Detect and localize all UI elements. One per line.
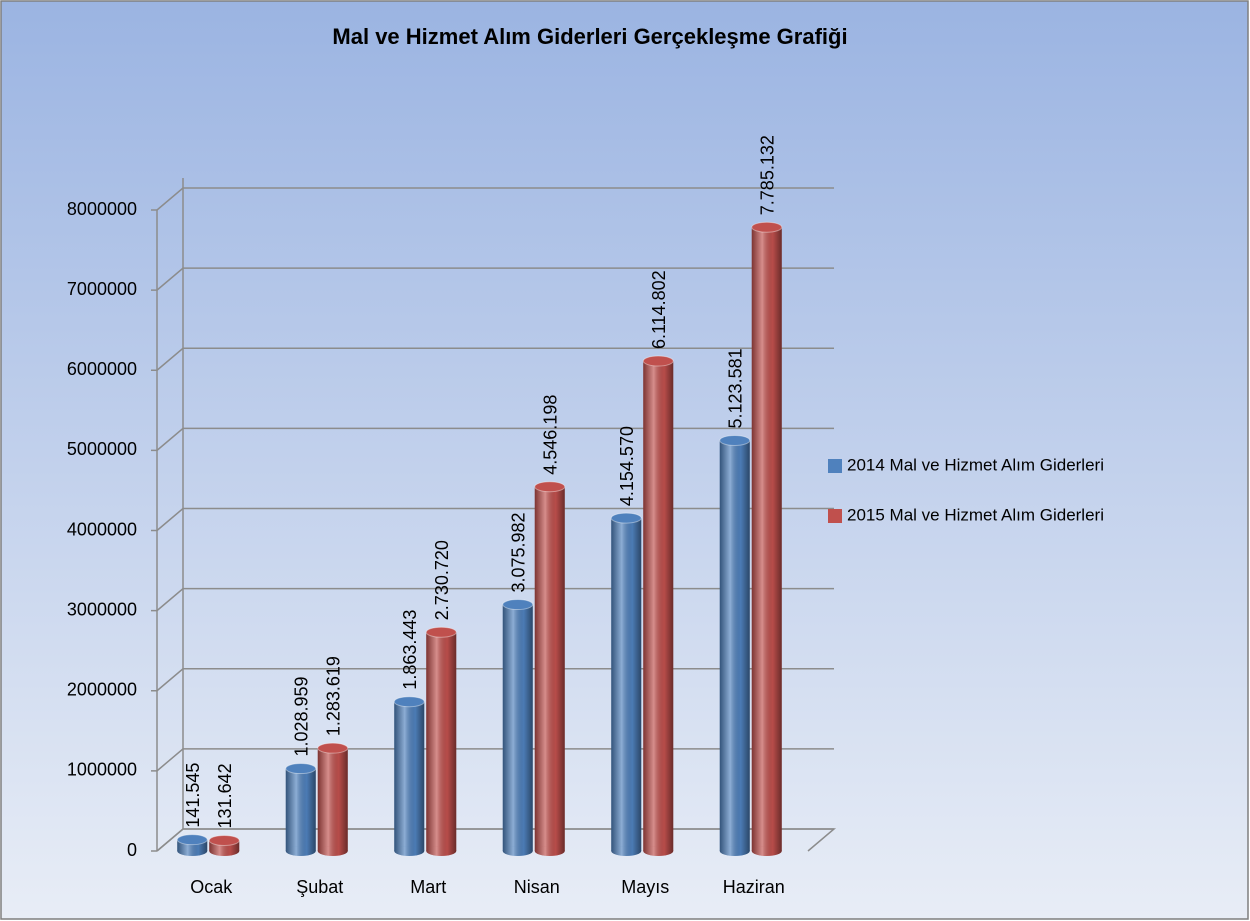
bar-bottom-shade bbox=[751, 846, 782, 856]
bar-shade bbox=[643, 361, 674, 851]
value-label: 6.114.802 bbox=[649, 270, 669, 349]
legend-swatch bbox=[828, 509, 842, 523]
bar-bottom-shade bbox=[317, 846, 348, 856]
bar-shade bbox=[394, 701, 425, 851]
chart-title: Mal ve Hizmet Alım Giderleri Gerçekleşme… bbox=[332, 24, 847, 49]
x-tick-label: Mart bbox=[410, 877, 446, 897]
bar-shade bbox=[209, 840, 240, 851]
grid-line bbox=[156, 187, 834, 211]
value-label: 5.123.581 bbox=[726, 348, 746, 428]
bar-shade bbox=[502, 604, 533, 851]
legend-label: 2015 Mal ve Hizmet Alım Giderleri bbox=[847, 505, 1104, 524]
x-tick-label: Nisan bbox=[514, 877, 560, 897]
bar-shade bbox=[611, 518, 642, 851]
y-tick-label: 8000000 bbox=[67, 199, 137, 219]
value-label: 2.730.720 bbox=[432, 540, 452, 620]
bar-shade bbox=[285, 768, 316, 851]
bar-shade bbox=[426, 632, 457, 851]
x-tick-label: Ocak bbox=[190, 877, 233, 897]
bar-top bbox=[751, 221, 783, 233]
y-tick-label: 4000000 bbox=[67, 519, 137, 539]
bar-top bbox=[208, 834, 240, 846]
y-tick-label: 6000000 bbox=[67, 359, 137, 379]
value-label: 1.283.619 bbox=[324, 656, 344, 736]
bar-top bbox=[176, 834, 208, 846]
bar-shade bbox=[719, 440, 750, 851]
value-label: 141.545 bbox=[183, 763, 203, 828]
grid-line bbox=[156, 507, 834, 532]
bar-bottom-shade bbox=[426, 846, 457, 856]
grid-line bbox=[156, 427, 834, 451]
bar-top bbox=[502, 599, 534, 611]
y-tick-label: 5000000 bbox=[67, 439, 137, 459]
legend-swatch bbox=[828, 459, 842, 473]
y-tick-label: 7000000 bbox=[67, 279, 137, 299]
bar-bottom-shade bbox=[611, 846, 642, 856]
bar-shade bbox=[534, 486, 565, 851]
bar-bottom-shade bbox=[285, 846, 316, 856]
bar-bottom-shade bbox=[502, 846, 533, 856]
bar-bottom-shade bbox=[643, 846, 674, 856]
bar-top bbox=[285, 763, 317, 775]
grid-line bbox=[156, 267, 834, 291]
legend-label: 2014 Mal ve Hizmet Alım Giderleri bbox=[847, 455, 1104, 474]
value-label: 1.863.443 bbox=[400, 610, 420, 690]
bar-top bbox=[719, 434, 751, 446]
value-label: 1.028.959 bbox=[292, 676, 312, 756]
y-tick-label: 3000000 bbox=[67, 599, 137, 619]
bar-top bbox=[393, 696, 425, 708]
x-tick-label: Mayıs bbox=[621, 877, 669, 897]
bar-bottom-shade bbox=[209, 846, 240, 856]
y-tick-label: 0 bbox=[127, 840, 137, 860]
bar-top bbox=[610, 512, 642, 524]
bar-shade bbox=[177, 839, 208, 851]
y-tick-label: 1000000 bbox=[67, 760, 137, 780]
value-label: 131.642 bbox=[215, 763, 235, 828]
bar-shade bbox=[317, 748, 348, 851]
bar-top bbox=[425, 626, 457, 638]
bar-bottom-shade bbox=[719, 846, 750, 856]
bar-bottom-shade bbox=[394, 846, 425, 856]
grid-line bbox=[156, 347, 834, 371]
bar-bottom-shade bbox=[177, 846, 208, 856]
value-label: 7.785.132 bbox=[758, 135, 778, 215]
value-label: 4.154.570 bbox=[617, 426, 637, 506]
bar-top bbox=[642, 355, 674, 367]
bar-shade bbox=[751, 227, 782, 851]
x-tick-label: Şubat bbox=[296, 877, 343, 897]
bar-top bbox=[317, 742, 349, 754]
value-label: 4.546.198 bbox=[541, 395, 561, 475]
y-tick-label: 2000000 bbox=[67, 680, 137, 700]
value-label: 3.075.982 bbox=[509, 512, 529, 592]
x-tick-label: Haziran bbox=[723, 877, 785, 897]
bar-bottom-shade bbox=[534, 846, 565, 856]
bar-top bbox=[534, 481, 566, 493]
